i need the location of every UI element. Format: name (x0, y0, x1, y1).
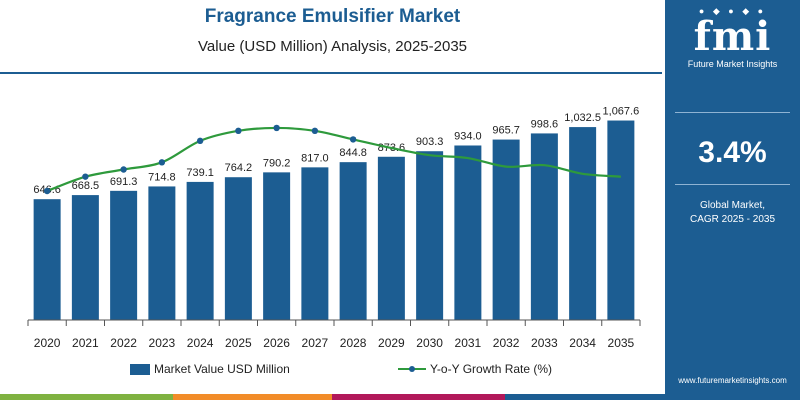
bar-2026 (263, 172, 291, 320)
x-tick-label-2031: 2031 (455, 336, 482, 350)
bar-2024 (186, 181, 214, 320)
x-tick-label-2020: 2020 (34, 336, 61, 350)
x-ticks-layer (27, 320, 641, 326)
legend-line-label: Y-o-Y Growth Rate (%) (430, 362, 553, 376)
bar-2023 (148, 186, 176, 320)
x-tick-label-2033: 2033 (531, 336, 558, 350)
bar-2033 (530, 133, 558, 320)
x-tick-label-2025: 2025 (225, 336, 252, 350)
bar-label-2032: 965.7 (492, 125, 520, 137)
x-tick-label-2023: 2023 (149, 336, 176, 350)
bars-layer (33, 120, 635, 320)
bar-2029 (377, 156, 405, 320)
fmi-logo: ● ◆ ● ◆ ● fmi Future Market Insights (673, 6, 792, 76)
growth-point-2026 (273, 124, 280, 132)
bar-2027 (301, 167, 329, 320)
bar-label-2025: 764.2 (225, 162, 253, 174)
bar-2028 (339, 162, 367, 320)
x-tick-label-2030: 2030 (416, 336, 443, 350)
x-tick-label-2034: 2034 (569, 336, 596, 350)
x-tick-label-2021: 2021 (72, 336, 99, 350)
cagr-label-line2: CAGR 2025 - 2035 (689, 214, 776, 225)
title-divider (0, 72, 662, 74)
bar-label-2031: 934.0 (454, 130, 482, 142)
bar-label-2024: 739.1 (186, 167, 214, 179)
bar-2020 (33, 199, 61, 320)
bar-2025 (224, 177, 252, 320)
growth-point-2028 (349, 136, 357, 143)
logo-dots-icon: ● ◆ ● ◆ ● (698, 6, 767, 16)
bar-2031 (454, 145, 482, 320)
bar-label-2035: 1,067.6 (603, 106, 640, 118)
x-tick-label-2035: 2035 (608, 336, 635, 350)
growth-point-2021 (82, 173, 89, 180)
cagr-label-line1: Global Market, (699, 200, 766, 211)
bar-2021 (71, 195, 99, 320)
legend-bars: Market Value USD Million (130, 362, 290, 376)
bar-2034 (569, 127, 597, 320)
sidebar-divider-mid (675, 184, 790, 185)
bar-2032 (492, 139, 520, 320)
bar-label-2028: 844.8 (339, 147, 367, 159)
bar-label-2023: 714.8 (148, 171, 176, 183)
cagr-value: 3.4% (698, 136, 767, 169)
website-link[interactable]: www.futuremarketinsights.com (678, 376, 787, 385)
chart-subtitle: Value (USD Million) Analysis, 2025-2035 (197, 38, 468, 55)
x-tick-label-2026: 2026 (263, 336, 290, 350)
x-tick-labels-layer: 2020 2021 2022 2023 2024 2025 2026 2027 2028 2029… (34, 336, 635, 350)
bar-label-2021: 668.5 (72, 180, 100, 192)
growth-point-2020 (43, 187, 51, 195)
bar-2022 (110, 190, 138, 320)
bar-label-2026: 790.2 (263, 157, 291, 169)
cagr-label: Global Market, CAGR 2025 - 2035 (665, 199, 800, 227)
sidebar-divider-top (675, 112, 790, 113)
bar-labels-layer: 646.6668.5691.3714.8739.1764.2790.2817.0… (33, 106, 639, 197)
growth-point-2025 (235, 127, 242, 134)
legend-bars-label: Market Value USD Million (154, 362, 290, 376)
bar-label-2027: 817.0 (301, 152, 329, 164)
legend-line-swatch (398, 363, 426, 375)
bar-label-2033: 998.6 (531, 118, 559, 130)
bar-line-chart: 646.6668.5691.3714.8739.1764.2790.2817.0… (27, 106, 641, 350)
chart-title: Fragrance Emulsifier Market (204, 6, 461, 27)
bottom-color-strip (0, 394, 665, 400)
x-tick-label-2032: 2032 (493, 336, 520, 350)
growth-line-layer (43, 124, 621, 195)
growth-point-2027 (311, 127, 319, 134)
legend-bar-swatch (130, 363, 150, 375)
growth-rate-line (46, 126, 621, 193)
logo-tagline: Future Market Insights (687, 59, 778, 69)
bar-label-2022: 691.3 (110, 176, 138, 188)
bar-label-2030: 903.3 (416, 136, 444, 148)
growth-point-2024 (196, 137, 204, 145)
logo-wordmark: fmi (693, 13, 772, 60)
sidebar-panel: ● ◆ ● ◆ ● fmi Future Market Insights 3.4… (665, 0, 800, 400)
x-tick-label-2028: 2028 (340, 336, 367, 350)
bar-2035 (607, 120, 635, 320)
growth-point-2022 (120, 166, 127, 173)
legend-line: Y-o-Y Growth Rate (%) (398, 362, 552, 376)
x-tick-label-2029: 2029 (378, 336, 405, 350)
bar-2030 (416, 151, 444, 320)
x-tick-label-2024: 2024 (187, 336, 214, 350)
bar-label-2034: 1,032.5 (564, 112, 601, 124)
x-tick-label-2022: 2022 (110, 336, 137, 350)
growth-point-2023 (158, 159, 166, 166)
x-tick-label-2027: 2027 (302, 336, 329, 350)
